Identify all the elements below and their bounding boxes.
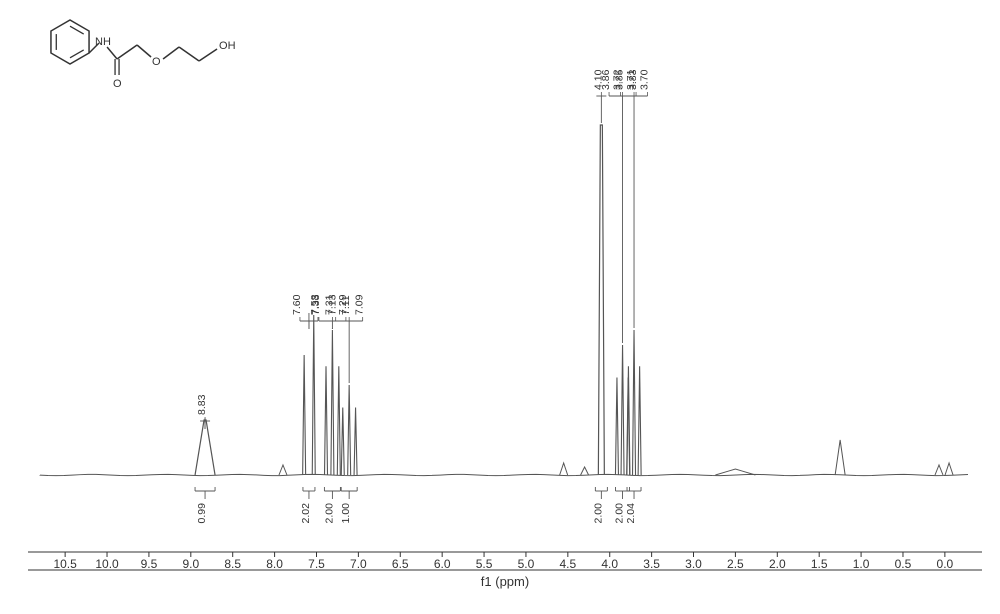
peak-ppm-label: 7.13 (327, 294, 339, 315)
axis-tick-label: 4.0 (601, 557, 618, 571)
peak-ppm-label: 7.60 (291, 294, 303, 315)
axis-tick-label: 10.5 (53, 557, 77, 571)
axis-tick-label: 9.5 (141, 557, 158, 571)
label-ether-o: O (152, 56, 161, 68)
peak-ppm-label: 3.71 (625, 69, 637, 90)
axis-tick-label: 2.0 (769, 557, 786, 571)
peak-ppm-label: 7.33 (310, 294, 322, 315)
axis-tick-label: 6.0 (434, 557, 451, 571)
nmr-figure: NHOOOH 8.837.607.587.337.317.297.137.117… (0, 0, 1000, 614)
label-nh: NH (95, 36, 111, 48)
axis-tick-label: 7.5 (308, 557, 325, 571)
axis-tick-label: 0.0 (937, 557, 954, 571)
integral-label: 0.99 (196, 503, 208, 524)
peak-ppm-label: 7.11 (340, 295, 352, 315)
axis-tick-label: 0.5 (895, 557, 912, 571)
integral-label: 2.00 (592, 503, 604, 524)
axis-tick-label: 8.0 (266, 557, 283, 571)
axis-tick-label: 4.5 (559, 557, 576, 571)
peak-ppm-label: 8.83 (196, 394, 208, 415)
axis-tick-label: 1.0 (853, 557, 870, 571)
axis-label: f1 (ppm) (481, 574, 529, 589)
integral-label: 2.02 (300, 503, 312, 524)
peak-ppm-label: 3.70 (639, 69, 651, 90)
axis-tick-label: 1.5 (811, 557, 828, 571)
peak-ppm-label: 3.86 (600, 69, 612, 90)
peak-ppm-label: 7.09 (354, 294, 366, 315)
peak-ppm-label: 3.72 (612, 69, 624, 90)
axis-tick-label: 5.0 (518, 557, 535, 571)
axis-tick-label: 2.5 (727, 557, 744, 571)
label-carbonyl-o: O (113, 78, 122, 90)
axis-tick-label: 8.5 (224, 557, 241, 571)
chemical-structure: NH O O OH (51, 20, 236, 90)
integral-label: 2.00 (614, 503, 626, 524)
axis-tick-label: 9.0 (182, 557, 199, 571)
integral-label: 1.00 (340, 503, 352, 524)
axis-tick-label: 5.5 (476, 557, 493, 571)
axis-tick-label: 10.0 (95, 557, 119, 571)
axis-tick-label: 3.0 (685, 557, 702, 571)
axis-tick-label: 7.0 (350, 557, 367, 571)
nmr-spectrum-svg: NHOOOH 8.837.607.587.337.317.297.137.117… (0, 0, 1000, 614)
integral-label: 2.00 (323, 503, 335, 524)
axis-tick-label: 3.5 (643, 557, 660, 571)
integral-label: 2.04 (625, 503, 637, 524)
axis-tick-label: 6.5 (392, 557, 409, 571)
label-oh: OH (219, 40, 236, 52)
